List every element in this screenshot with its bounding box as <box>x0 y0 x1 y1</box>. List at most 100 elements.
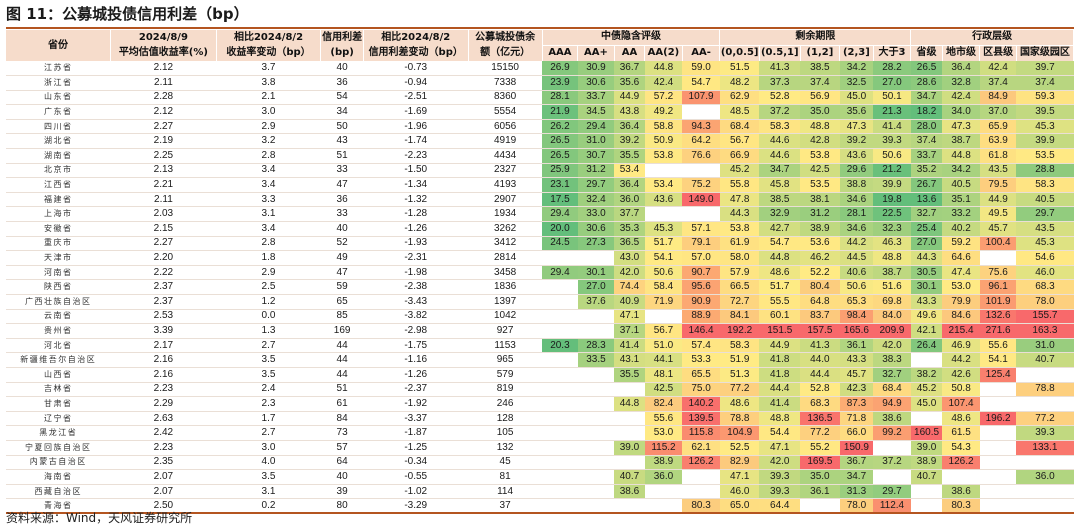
rating-cell: 20.0 <box>542 221 578 237</box>
yield-cell: 2.11 <box>154 193 173 205</box>
rating-cell: 30.9 <box>577 61 615 76</box>
term-cell: 39.9 <box>873 177 911 193</box>
term-cell: 52.2 <box>800 265 840 280</box>
balance-cell: 246 <box>496 397 514 409</box>
yield-change-cell: 1.2 <box>261 295 276 307</box>
rating-cell <box>645 499 683 514</box>
term-cell: 46.3 <box>873 236 911 251</box>
yield-change-cell: 3.3 <box>261 193 276 205</box>
rating-cell: 53.0 <box>644 425 683 441</box>
yield-change-cell: 3.7 <box>261 62 276 74</box>
admin-cell: 32.8 <box>942 75 980 91</box>
rating-cell <box>542 499 578 514</box>
term-cell: 36.1 <box>800 484 840 499</box>
balance-cell: 15150 <box>491 62 519 74</box>
admin-cell: 36.0 <box>1016 469 1074 485</box>
rating-cell <box>682 105 720 120</box>
term-cell: 94.9 <box>873 396 911 412</box>
rating-cell: 74.4 <box>614 279 645 295</box>
term-col-05-1: (0.5,1] <box>759 45 801 61</box>
admin-cell: 28.6 <box>910 75 943 91</box>
rating-cell: 62.1 <box>682 440 720 456</box>
rating-col-aa-plus: AA+ <box>577 45 615 61</box>
admin-cell: 39.5 <box>1016 104 1074 120</box>
spread-change-cell: -1.16 <box>404 354 428 366</box>
term-cell: 64.8 <box>800 294 840 310</box>
figure-title: 图 11：公募城投债信用利差（bp） <box>6 5 249 23</box>
term-cell: 35.6 <box>839 104 874 120</box>
term-cell: 42.0 <box>873 338 911 353</box>
admin-cell: 42.6 <box>942 367 980 383</box>
province-cell: 湖北省 <box>44 136 73 146</box>
term-cell: 78.0 <box>839 498 874 514</box>
rating-cell: 115.2 <box>644 440 683 456</box>
rating-cell: 90.7 <box>682 265 720 280</box>
term-cell: 42.7 <box>759 221 801 237</box>
yield-change-cell: 2.9 <box>261 120 276 132</box>
yield-cell: 2.50 <box>153 499 174 511</box>
table-row: 吉林省 2.23 2.4 51 -2.37 819 42.5 75.0 77.2 44.4 52.8… <box>6 382 1074 397</box>
spread-change-cell: -2.98 <box>404 324 428 336</box>
spread-cell: 40 <box>336 62 348 74</box>
table-row: 西藏自治区 2.07 3.1 39 -1.02 114 38.6 46.0 39.3 36.1 31… <box>6 484 1074 499</box>
term-cell: 61.9 <box>719 236 760 251</box>
rating-cell <box>578 411 615 426</box>
rating-col-aa-minus: AA- <box>682 45 721 61</box>
admin-cell: 40.2 <box>942 221 980 237</box>
balance-cell: 3412 <box>493 237 517 249</box>
rating-cell: 34.5 <box>577 104 615 120</box>
rating-cell <box>578 367 615 382</box>
spread-cell: 85 <box>336 310 348 322</box>
rating-cell <box>542 470 578 485</box>
term-cell: 50.1 <box>873 90 911 105</box>
rating-cell: 53.8 <box>644 148 683 164</box>
term-cell: 35.0 <box>800 104 840 120</box>
term-cell: 83.7 <box>800 309 840 324</box>
rating-cell: 26.5 <box>542 133 578 149</box>
rating-cell: 55.6 <box>644 411 683 426</box>
yield-change-cell: 2.7 <box>261 427 276 439</box>
admin-cell: 47.4 <box>942 265 980 280</box>
rating-cell: 38.9 <box>644 455 683 470</box>
admin-cell: 49.6 <box>910 309 943 324</box>
term-cell: 98.4 <box>839 309 874 324</box>
admin-cell: 107.4 <box>942 396 980 412</box>
spread-change-cell: -1.98 <box>404 266 428 278</box>
term-cell: 43.6 <box>839 148 874 164</box>
rating-cell <box>578 455 615 470</box>
term-cell: 165.6 <box>839 323 874 339</box>
admin-cell: 59.3 <box>1016 90 1074 105</box>
spread-cell: 44 <box>336 354 348 366</box>
admin-cell: 37.4 <box>910 133 943 149</box>
term-cell: 209.9 <box>873 323 911 339</box>
rating-cell: 90.9 <box>682 294 720 310</box>
term-cell: 27.0 <box>873 75 911 91</box>
province-cell: 四川省 <box>44 121 73 131</box>
spread-cell: 61 <box>336 397 348 409</box>
term-cell: 45.0 <box>839 90 874 105</box>
table-row: 贵州省 3.39 1.3 169 -2.98 927 37.1 56.7 146.4 192.2 1… <box>6 323 1074 339</box>
table-row: 宁夏回族自治区 2.23 3.0 57 -1.25 132 39.0 115.2 62.1 52.… <box>6 440 1074 456</box>
term-cell: 34.2 <box>839 61 874 76</box>
spread-change-cell: -1.74 <box>404 135 428 147</box>
rating-cell: 30.7 <box>577 148 615 164</box>
yield-change-cell: 3.8 <box>261 76 276 88</box>
province-cell: 天津市 <box>44 253 73 263</box>
rating-cell: 26.5 <box>542 148 578 164</box>
table-row: 江西省 2.21 3.4 47 -1.34 4193 23.1 29.7 36.4 53.4 75.… <box>6 177 1074 193</box>
term-cell: 104.9 <box>719 425 760 441</box>
table-row: 湖南省 2.25 2.8 51 -2.23 4434 26.5 30.7 35.5 53.8 76.… <box>6 148 1074 164</box>
term-cell: 50.6 <box>839 279 874 295</box>
term-cell: 84.1 <box>719 309 760 324</box>
admin-cell: 45.3 <box>1016 119 1074 134</box>
yield-change-cell: 2.3 <box>261 397 276 409</box>
term-cell: 19.8 <box>873 192 911 207</box>
balance-cell: 3458 <box>493 266 517 278</box>
term-cell: 34.7 <box>839 469 874 485</box>
spread-cell: 54 <box>336 91 348 103</box>
term-cell: 192.2 <box>719 323 760 339</box>
admin-cell: 80.3 <box>942 498 980 514</box>
admin-cell: 46.9 <box>942 338 980 353</box>
admin-col-city: 地市级 <box>942 45 981 61</box>
province-cell: 甘肃省 <box>44 398 73 408</box>
